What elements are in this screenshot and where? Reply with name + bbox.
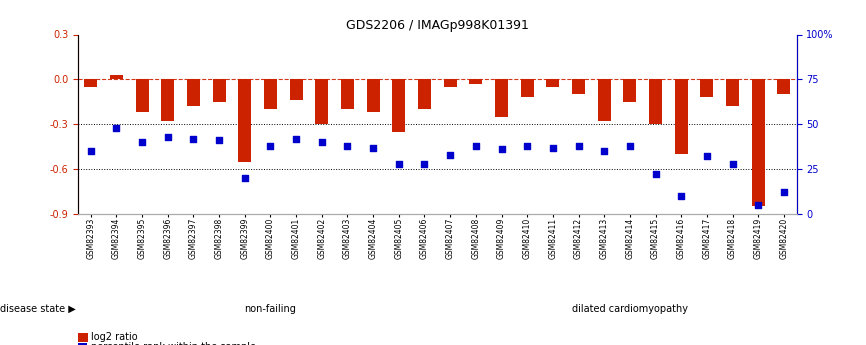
Point <box>417 161 431 166</box>
Point <box>598 148 611 154</box>
Point <box>161 134 175 139</box>
Bar <box>778 79 791 94</box>
Bar <box>213 79 225 102</box>
Bar <box>84 79 97 87</box>
Point <box>366 145 380 150</box>
Bar <box>650 79 662 124</box>
Bar <box>469 79 482 84</box>
Point <box>289 136 303 141</box>
Point <box>443 152 457 157</box>
Text: dilated cardiomyopathy: dilated cardiomyopathy <box>572 304 688 314</box>
Text: disease state ▶: disease state ▶ <box>0 304 75 314</box>
Point <box>649 172 662 177</box>
Point <box>212 138 226 143</box>
Point <box>84 148 98 154</box>
Point <box>623 143 637 148</box>
Bar <box>675 79 688 154</box>
Point <box>546 145 559 150</box>
Bar <box>264 79 277 109</box>
Point <box>263 143 277 148</box>
Point <box>675 193 688 199</box>
Bar <box>136 79 149 112</box>
Bar <box>598 79 611 121</box>
Point <box>752 202 766 208</box>
Bar <box>624 79 637 102</box>
Bar <box>443 79 456 87</box>
Point <box>469 143 482 148</box>
Bar <box>701 79 714 97</box>
Bar <box>290 79 302 100</box>
Bar <box>392 79 405 132</box>
Title: GDS2206 / IMAGp998K01391: GDS2206 / IMAGp998K01391 <box>346 19 529 32</box>
Bar <box>315 79 328 124</box>
Bar <box>366 79 379 112</box>
Point <box>186 136 200 141</box>
Bar <box>110 75 123 79</box>
Point <box>135 139 149 145</box>
Point <box>109 125 123 130</box>
Bar <box>752 79 765 206</box>
Bar <box>341 79 354 109</box>
Bar <box>520 79 533 97</box>
Bar <box>161 79 174 121</box>
Point <box>494 147 508 152</box>
Point <box>238 175 252 181</box>
Point <box>726 161 740 166</box>
Point <box>315 139 329 145</box>
Text: log2 ratio: log2 ratio <box>91 333 138 342</box>
Bar <box>418 79 431 109</box>
Point <box>572 143 585 148</box>
Point <box>520 143 534 148</box>
Bar <box>546 79 559 87</box>
Bar <box>238 79 251 161</box>
Bar <box>726 79 739 106</box>
Bar <box>572 79 585 94</box>
Text: non-failing: non-failing <box>244 304 296 314</box>
Point <box>340 143 354 148</box>
Point <box>700 154 714 159</box>
Point <box>392 161 406 166</box>
Bar <box>495 79 508 117</box>
Text: percentile rank within the sample: percentile rank within the sample <box>91 342 256 345</box>
Bar <box>187 79 200 106</box>
Point <box>777 190 791 195</box>
